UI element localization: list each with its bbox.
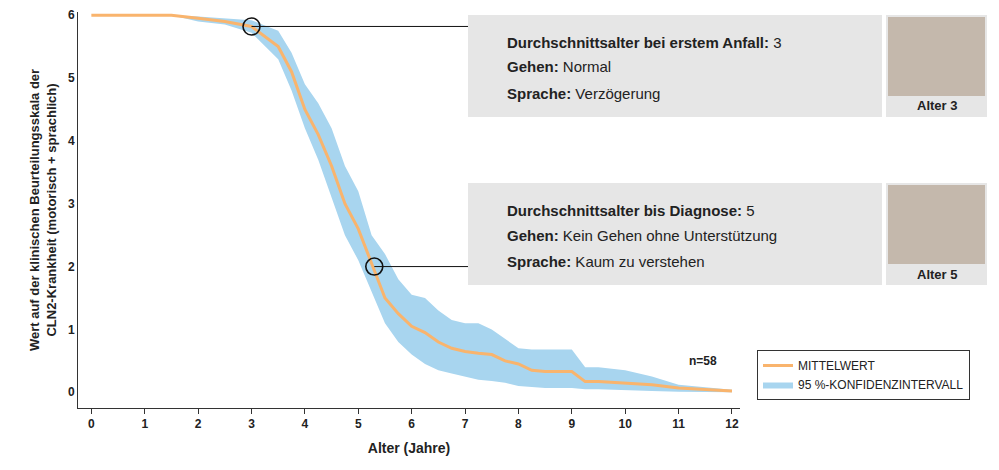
svg-text:4: 4 xyxy=(68,134,75,148)
svg-text:10: 10 xyxy=(619,417,633,431)
svg-text:2: 2 xyxy=(68,260,75,274)
svg-text:Gehen: Normal: Gehen: Normal xyxy=(507,58,611,75)
svg-text:0: 0 xyxy=(88,417,95,431)
svg-text:Sprache: Kaum zu verstehen: Sprache: Kaum zu verstehen xyxy=(507,253,705,270)
svg-text:6: 6 xyxy=(408,417,415,431)
svg-text:1: 1 xyxy=(68,323,75,337)
svg-text:Wert auf der klinischen Beurte: Wert auf der klinischen Beurteilungsskal… xyxy=(27,69,59,351)
svg-text:12: 12 xyxy=(725,417,739,431)
svg-text:8: 8 xyxy=(515,417,522,431)
svg-text:Alter (Jahre): Alter (Jahre) xyxy=(368,440,450,456)
svg-text:Durchschnittsalter bis Diagnos: Durchschnittsalter bis Diagnose: 5 xyxy=(507,202,755,219)
svg-text:Gehen: Kein Gehen ohne Unterst: Gehen: Kein Gehen ohne Unterstützung xyxy=(507,227,777,244)
svg-text:Alter 5: Alter 5 xyxy=(917,267,957,282)
svg-text:11: 11 xyxy=(672,417,685,431)
svg-text:3: 3 xyxy=(68,197,75,211)
svg-text:n=58: n=58 xyxy=(689,354,717,368)
svg-text:MITTELWERT: MITTELWERT xyxy=(798,359,876,373)
svg-text:2: 2 xyxy=(195,417,202,431)
svg-text:1: 1 xyxy=(141,417,148,431)
svg-text:Sprache: Verzögerung: Sprache: Verzögerung xyxy=(507,85,660,102)
svg-text:Alter 3: Alter 3 xyxy=(917,98,957,113)
svg-text:0: 0 xyxy=(68,385,75,399)
svg-text:9: 9 xyxy=(568,417,575,431)
svg-text:3: 3 xyxy=(248,417,255,431)
svg-text:95 %-KONFIDENZINTERVALL: 95 %-KONFIDENZINTERVALL xyxy=(798,378,963,392)
svg-text:6: 6 xyxy=(68,8,75,22)
svg-text:7: 7 xyxy=(462,417,469,431)
svg-text:4: 4 xyxy=(302,417,309,431)
svg-text:5: 5 xyxy=(68,71,75,85)
svg-text:5: 5 xyxy=(355,417,362,431)
svg-text:Durchschnittsalter bei erstem: Durchschnittsalter bei erstem Anfall: 3 xyxy=(507,34,782,51)
